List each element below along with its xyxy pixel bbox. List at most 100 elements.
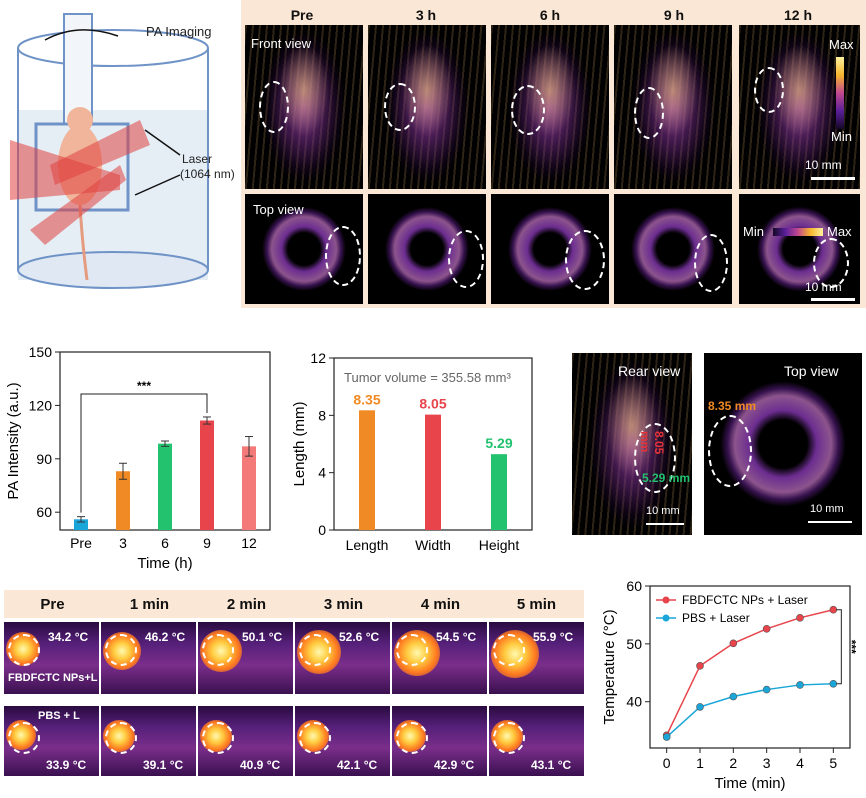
- legend-marker: [662, 596, 670, 604]
- bar: [200, 420, 214, 530]
- x-tick-label: Pre: [70, 535, 92, 551]
- data-point: [796, 681, 804, 689]
- tumor-circle: [325, 226, 361, 286]
- temperature-reading: 55.9 °C: [533, 630, 574, 644]
- timepoint-header: 6 h: [539, 7, 561, 23]
- pa-imaging-panel: Pre 3 h 6 h 9 h 12 h Front view Max Min …: [241, 0, 866, 308]
- tumor-circle: [384, 83, 416, 131]
- bar: [491, 454, 507, 530]
- front-view-image: [491, 25, 609, 189]
- tumor-circle: [396, 722, 428, 754]
- tumor-circle: [259, 81, 289, 133]
- tumor-circle: [299, 722, 331, 754]
- bar: [74, 519, 88, 530]
- rear-view-image: Rear view 8.05 mm 5.29 mm 10 mm: [572, 353, 692, 535]
- group-label: FBDFCTC NPs+L: [8, 672, 98, 684]
- top-view-image: [614, 194, 732, 304]
- x-tick-label: 5: [829, 755, 837, 771]
- legend-label: FBDFCTC NPs + Laser: [682, 593, 808, 607]
- data-point: [729, 692, 738, 701]
- thermal-header-bar: [4, 590, 584, 618]
- y-tick-label: 4: [318, 465, 326, 481]
- plot-frame: [649, 585, 851, 749]
- thermal-image-pbs: 43.1 °C: [489, 706, 584, 776]
- data-label: 8.05: [419, 396, 446, 412]
- colorbar-max-label: Max: [829, 37, 854, 52]
- tumor-circle: [202, 634, 234, 666]
- data-point: [662, 733, 671, 741]
- bar: [359, 410, 375, 530]
- scale-bar-label: 10 mm: [805, 158, 842, 172]
- data-point: [829, 679, 838, 688]
- rear-view-label: Rear view: [618, 363, 681, 379]
- legend-marker: [662, 614, 670, 622]
- tumor-width-label: 8.35 mm: [708, 399, 757, 413]
- scale-bar-label: 10 mm: [805, 280, 842, 294]
- temperature-reading: 46.2 °C: [145, 630, 186, 644]
- tumor-circle: [694, 234, 728, 292]
- tumor-circle: [299, 634, 331, 666]
- tumor-circle: [511, 85, 545, 135]
- colorbar-min-label: Min: [831, 129, 852, 144]
- y-tick-label: 150: [29, 344, 53, 360]
- temperature-reading: 40.9 °C: [240, 758, 281, 772]
- front-view-image: [368, 25, 486, 189]
- significance-label: ***: [137, 379, 151, 393]
- group-label: PBS + L: [38, 710, 80, 722]
- bar: [425, 414, 441, 530]
- tumor-circle: [8, 634, 40, 666]
- tumor-circle: [708, 415, 752, 487]
- schematic-drawing: [10, 13, 209, 289]
- thermal-image-pbs: 42.9 °C: [392, 706, 487, 776]
- top-view-image: [491, 194, 609, 304]
- bar: [158, 443, 172, 530]
- thermal-image-pbs: PBS + L 33.9 °C: [4, 706, 99, 776]
- timepoint-header: 9 h: [663, 7, 685, 23]
- temperature-reading: 34.2 °C: [48, 630, 89, 644]
- top-view-image: [368, 194, 486, 304]
- timepoint-header: 12 h: [783, 7, 812, 23]
- y-tick-label: 50: [626, 636, 642, 652]
- temperature-reading: 42.1 °C: [337, 758, 378, 772]
- thermal-image-np: 54.5 °C: [392, 622, 487, 694]
- tumor-circle: [565, 230, 605, 290]
- tumor-circle: [813, 238, 849, 288]
- y-axis-label: PA Intensity (a.u.): [5, 382, 22, 499]
- temperature-reading: 52.6 °C: [339, 630, 380, 644]
- significance-label: ***: [844, 640, 858, 654]
- thermal-timepoint-header: 5 min: [516, 596, 557, 613]
- bar: [116, 471, 130, 530]
- chart-annotation: Tumor volume = 355.58 mm³: [344, 370, 511, 385]
- x-tick-label: 0: [663, 755, 671, 771]
- x-axis-label: Time (h): [137, 555, 192, 572]
- thermal-imaging-panel: Pre 1 min 2 min 3 min 4 min 5 min 34.2 °…: [4, 590, 584, 790]
- timepoint-header: Pre: [290, 7, 314, 23]
- thermal-timepoint-header: 4 min: [420, 596, 461, 613]
- tumor-circle: [634, 87, 664, 139]
- tumor-circle: [105, 722, 137, 754]
- tumor-circle: [634, 423, 676, 493]
- tumor-circle: [493, 722, 525, 754]
- temperature-reading: 42.9 °C: [434, 758, 475, 772]
- temperature-reading: 33.9 °C: [46, 758, 87, 772]
- x-tick-label: 3: [763, 755, 771, 771]
- x-tick-label: 3: [119, 535, 127, 551]
- temperature-chart: 40 50 60 0 1 2 3 4 5 FBDFCTC NPs + Laser PBS + Las…: [601, 578, 858, 792]
- tumor-height-label: 5.29 mm: [642, 471, 691, 485]
- legend-label: PBS + Laser: [682, 611, 750, 625]
- bar: [242, 446, 256, 530]
- front-view-image: [614, 25, 732, 189]
- x-tick-label: 6: [161, 535, 169, 551]
- x-tick-label: Length: [346, 537, 389, 553]
- front-view-image: Max Min 10 mm: [739, 25, 860, 189]
- y-tick-label: 90: [36, 451, 52, 467]
- front-view-label: Front view: [251, 36, 311, 51]
- x-tick-label: Width: [415, 537, 451, 553]
- series-line: [665, 608, 834, 736]
- thermal-image-pbs: 40.9 °C: [198, 706, 293, 776]
- scale-bar: [646, 523, 684, 525]
- tumor-size-chart: 0 4 8 12 Tumor volume = 355.58 mm³ 8.35 Length…: [291, 350, 533, 553]
- pa-imaging-schematic: PA Imaging Laser (1064 nm): [0, 0, 240, 300]
- tumor-circle: [105, 634, 137, 666]
- thermal-image-np: 52.6 °C: [295, 622, 390, 694]
